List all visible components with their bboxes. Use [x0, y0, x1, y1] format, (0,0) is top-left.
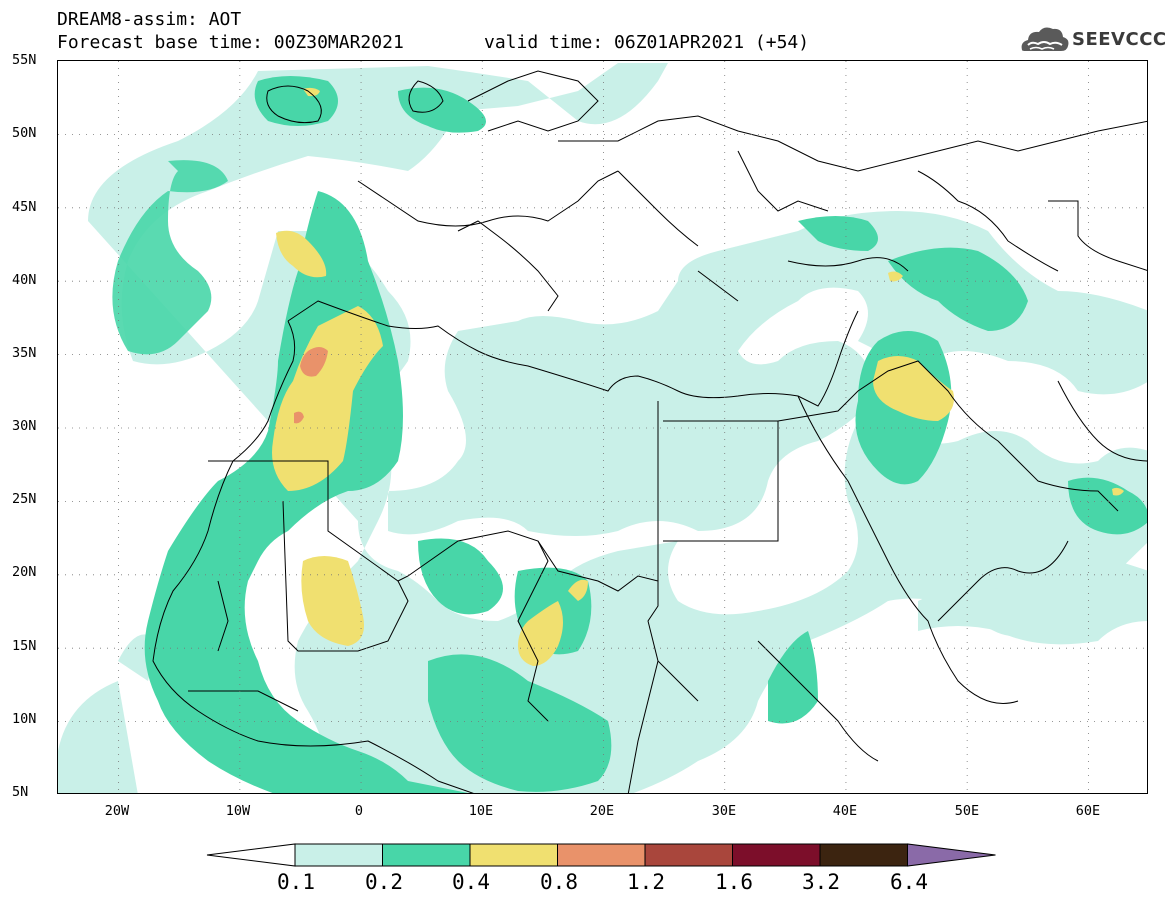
lat-label-30n: 30N — [12, 418, 37, 434]
colorbar — [206, 843, 996, 867]
colorbar-label-1-2: 1.2 — [627, 870, 665, 894]
lat-label-5n: 5N — [12, 784, 29, 800]
lat-label-40n: 40N — [12, 272, 37, 288]
colorbar-label-1-6: 1.6 — [715, 870, 753, 894]
lat-label-35n: 35N — [12, 345, 37, 361]
lon-label-50e: 50E — [954, 803, 980, 819]
colorbar-arrow-left — [206, 843, 296, 867]
aot-level-green — [112, 76, 1147, 793]
colorbar-segment — [732, 843, 821, 867]
colorbar-label-0-8: 0.8 — [540, 870, 578, 894]
colorbar-segment — [469, 843, 558, 867]
lon-label-20e: 20E — [589, 803, 615, 819]
cloud-icon — [1021, 27, 1069, 51]
colorbar-label-0-4: 0.4 — [452, 870, 490, 894]
lon-label-20w: 20W — [104, 803, 130, 819]
lat-label-10n: 10N — [12, 711, 37, 727]
lon-label-30e: 30E — [711, 803, 737, 819]
colorbar-label-0-1: 0.1 — [277, 870, 315, 894]
lat-label-45n: 45N — [12, 199, 37, 215]
lat-label-20n: 20N — [12, 564, 37, 580]
aot-level-yellow — [272, 87, 1124, 666]
map-title: DREAM8-assim: AOT — [57, 9, 242, 30]
colorbar-segment — [819, 843, 908, 867]
lon-label-40e: 40E — [832, 803, 858, 819]
colorbar-label-3-2: 3.2 — [802, 870, 840, 894]
forecast-base-time: Forecast base time: 00Z30MAR2021 — [57, 32, 404, 53]
aot-level-orange — [294, 347, 328, 424]
logo-text: SEEVCCC — [1072, 29, 1165, 50]
lat-label-25n: 25N — [12, 491, 37, 507]
colorbar-arrow-right — [907, 843, 996, 867]
colorbar-segment — [644, 843, 733, 867]
lat-label-50n: 50N — [12, 125, 37, 141]
lat-label-15n: 15N — [12, 638, 37, 654]
aot-map — [57, 60, 1148, 794]
colorbar-segment — [557, 843, 646, 867]
lon-label-60e: 60E — [1075, 803, 1101, 819]
map-canvas — [58, 61, 1147, 793]
colorbar-segment — [294, 843, 383, 867]
lon-label-0: 0 — [354, 803, 364, 819]
lon-label-10e: 10E — [468, 803, 494, 819]
colorbar-label-0-2: 0.2 — [365, 870, 403, 894]
lat-label-55n: 55N — [12, 52, 37, 68]
borders — [152, 70, 1147, 793]
colorbar-segment — [382, 843, 471, 867]
colorbar-label-6-4: 6.4 — [890, 870, 928, 894]
valid-time: valid time: 06Z01APR2021 (+54) — [484, 32, 810, 53]
lon-label-10w: 10W — [225, 803, 251, 819]
